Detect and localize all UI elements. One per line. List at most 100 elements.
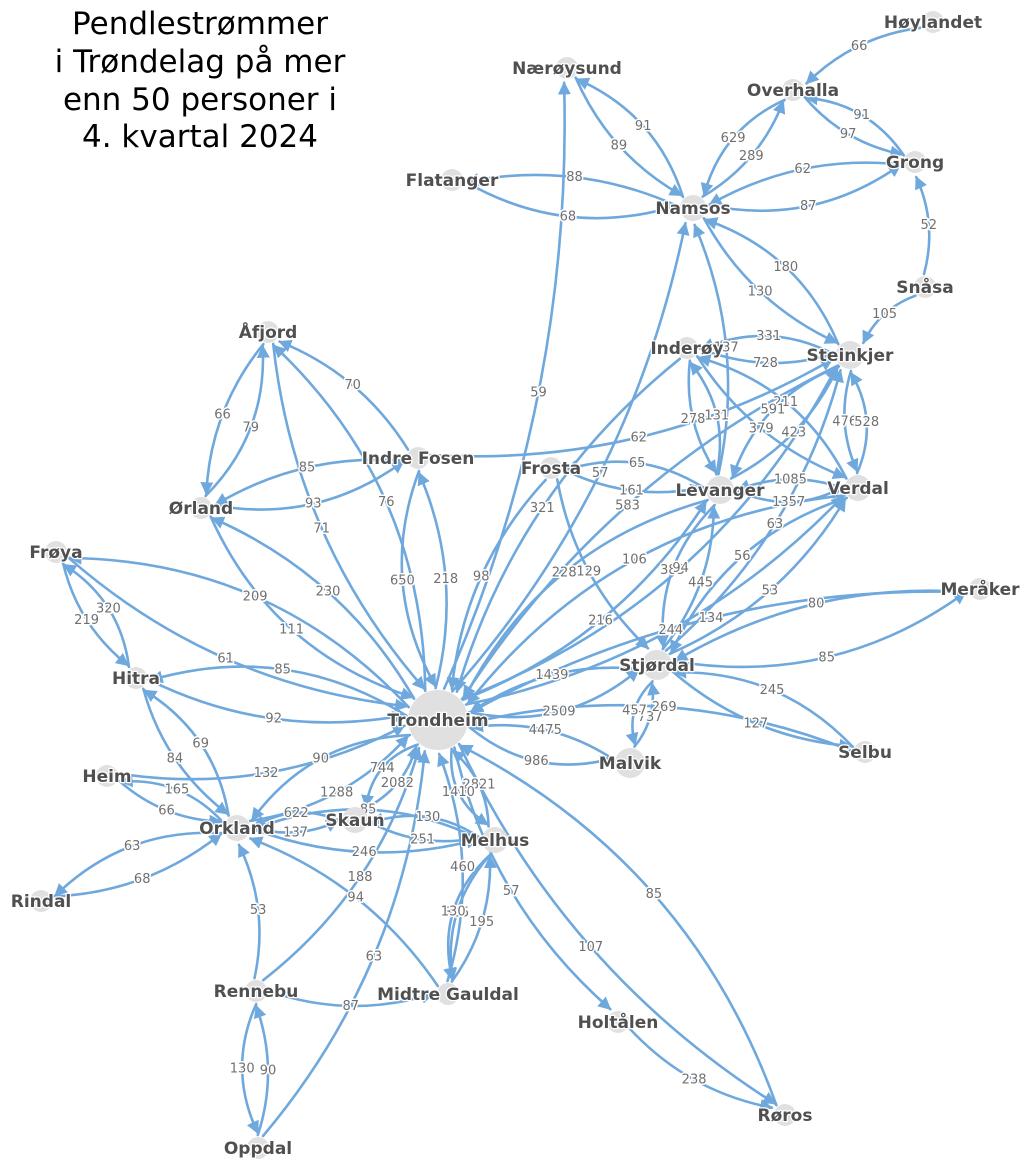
- node-indrefosen: [407, 447, 429, 469]
- edge-value-label: 93: [305, 497, 322, 512]
- edge-value-label: 85: [274, 662, 291, 677]
- node-midtregauldal: [437, 983, 459, 1005]
- edge-inderoy-to-verdal: [695, 354, 847, 479]
- edge-indrefosen-to-orland: [214, 458, 407, 506]
- edge-trondheim-to-skaun: [361, 743, 419, 809]
- edge-trondheim-to-stjordal: [467, 668, 640, 719]
- node-label-snasa: Snåsa: [896, 276, 953, 298]
- edge-rennebu-to-oppdal: [240, 1002, 260, 1135]
- edge-value-label: 457: [622, 704, 647, 719]
- edge-value-label: 129: [576, 564, 601, 579]
- edge-value-label: 216: [588, 613, 613, 628]
- edge-snasa-to-steinkjer: [862, 294, 917, 345]
- edge-value-label: 289: [739, 149, 764, 164]
- edge-value-label: 57: [503, 884, 520, 899]
- edge-trondheim-to-malvik: [467, 725, 613, 769]
- edge-value-label: 85: [299, 461, 316, 476]
- edge-value-label: 188: [348, 870, 373, 885]
- edge-value-label: 445: [688, 575, 713, 590]
- node-label-midtregauldal: Midtre Gauldal: [377, 985, 519, 1005]
- edge-value-label: 57: [592, 466, 609, 481]
- edge-value-label: 62: [631, 430, 648, 445]
- node-label-skaun: Skaun: [325, 811, 384, 831]
- edge-value-label: 245: [760, 683, 785, 698]
- edge-value-label: 1410: [442, 785, 475, 800]
- node-label-orkland: Orkland: [199, 819, 275, 839]
- edge-value-label: 56: [734, 549, 751, 564]
- edge-value-label: 63: [366, 949, 383, 964]
- edge-value-label: 2821: [462, 778, 495, 793]
- node-label-oppdal: Oppdal: [224, 1139, 292, 1159]
- edge-froya-to-trondheim: [66, 555, 409, 712]
- edge-value-label: 219: [74, 613, 99, 628]
- edge-heim-to-trondheim: [118, 724, 406, 781]
- edge-namsos-to-steinkjer: [702, 217, 839, 344]
- edge-value-label: 107: [578, 940, 603, 955]
- edge-value-label: 85: [818, 650, 835, 665]
- node-froya: [45, 541, 67, 563]
- node-malvik: [615, 748, 645, 778]
- edge-value-label: 230: [316, 585, 341, 600]
- node-label-overhalla: Overhalla: [747, 81, 839, 101]
- edge-value-label: 69: [192, 737, 209, 752]
- edge-orkland-to-rindal: [53, 831, 225, 898]
- edge-levanger-to-inderoy: [689, 361, 722, 476]
- edge-steinkjer-to-trondheim: [462, 364, 840, 699]
- edge-value-label: 91: [635, 119, 652, 134]
- edges-layer: [51, 26, 969, 1138]
- edge-indrefosen-to-steinkjer: [429, 357, 834, 458]
- edge-value-label: 61: [217, 652, 234, 667]
- node-label-stjordal: Stjørdal: [619, 656, 695, 676]
- edge-namsos-to-naeroysund: [575, 77, 685, 199]
- node-label-hitra: Hitra: [112, 669, 160, 689]
- edge-value-label: 269: [652, 700, 677, 715]
- node-snasa: [914, 276, 936, 298]
- edge-grong-to-namsos: [708, 161, 904, 206]
- edge-value-label: 87: [343, 999, 360, 1014]
- edge-value-label: 1439: [535, 668, 568, 683]
- edge-frosta-to-stjordal: [555, 478, 650, 650]
- edge-inderoy-to-steinkjer: [698, 347, 834, 365]
- edge-orland-to-trondheim: [209, 515, 414, 700]
- edge-value-label: 127: [743, 716, 768, 731]
- edge-value-label: 87: [800, 199, 817, 214]
- edge-value-label: 165: [164, 783, 189, 798]
- edge-rindal-to-orkland: [51, 832, 223, 898]
- edge-trondheim-to-holtalen: [453, 746, 612, 1011]
- edge-value-label: 68: [134, 872, 151, 887]
- node-overhalla: [782, 79, 804, 101]
- edge-oppdal-to-rennebu: [253, 1004, 270, 1137]
- edge-afjord-to-orland: [200, 342, 265, 496]
- edge-value-label: 53: [250, 903, 267, 918]
- node-holtalen: [607, 1011, 629, 1033]
- edge-frosta-to-trondheim: [446, 478, 547, 691]
- node-naeroysund: [556, 57, 578, 79]
- node-label-naeroysund: Nærøysund: [512, 59, 622, 79]
- edge-trondheim-to-steinkjer: [460, 365, 838, 701]
- edge-value-label: 331: [756, 329, 781, 344]
- edge-value-label: 476: [832, 415, 857, 430]
- node-label-namsos: Namsos: [655, 199, 730, 219]
- edge-melhus-to-orkland: [252, 808, 482, 841]
- edge-trondheim-to-roros: [457, 742, 777, 1105]
- edge-value-label: 228: [552, 566, 577, 581]
- edge-holtalen-to-roros: [628, 1027, 774, 1112]
- edge-value-label: 622: [284, 806, 309, 821]
- node-label-hoylandet: Høylandet: [884, 13, 982, 33]
- node-rennebu: [245, 980, 267, 1002]
- edge-malvik-to-stjordal: [633, 682, 661, 748]
- edge-melhus-to-midtregauldal: [444, 853, 492, 981]
- node-hoylandet: [922, 11, 944, 33]
- edge-orkland-to-heim: [119, 774, 225, 824]
- edge-value-label: 320: [96, 601, 121, 616]
- edge-stjordal-to-meraker: [672, 591, 967, 669]
- node-label-verdal: Verdal: [827, 479, 889, 499]
- edge-value-label: 52: [921, 218, 938, 233]
- node-label-roros: Røros: [758, 1106, 813, 1126]
- edge-inderoy-to-levanger: [687, 359, 718, 474]
- edge-value-label: 90: [312, 752, 329, 767]
- edge-steinkjer-to-verdal: [843, 369, 859, 473]
- edge-value-label: 211: [773, 395, 798, 410]
- node-labels-layer: Trondheim Stjørdal Malvik Melhus Skaun Orklan…: [10, 12, 1022, 1161]
- edge-stjordal-to-verdal: [668, 497, 847, 656]
